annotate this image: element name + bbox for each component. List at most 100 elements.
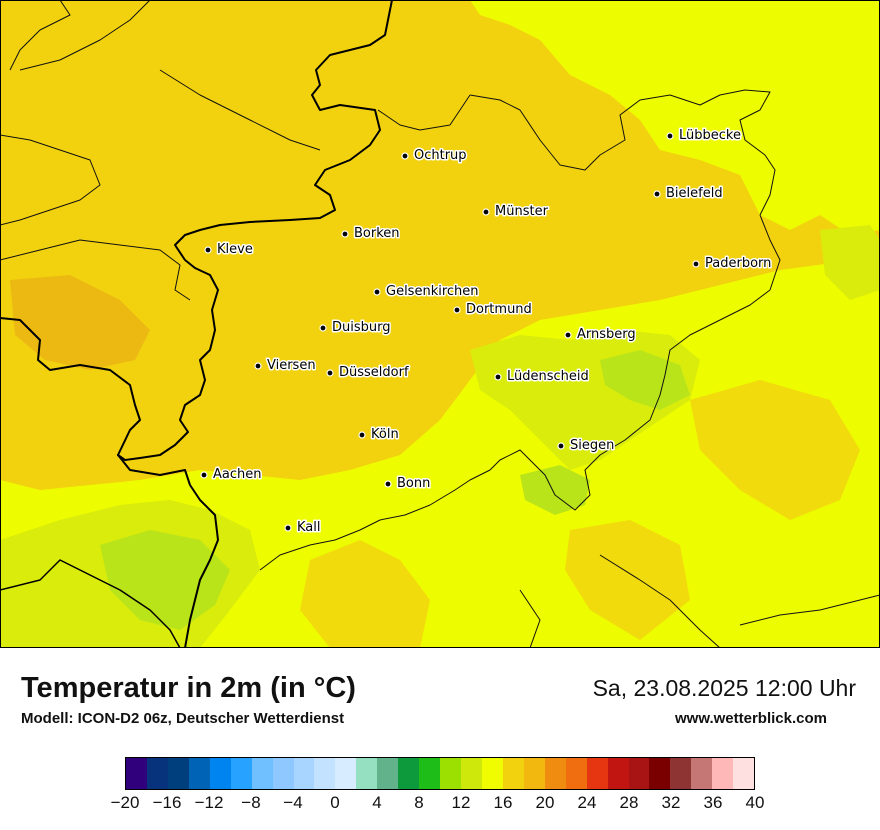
temperature-colorbar <box>125 757 755 790</box>
colorbar-tick-label: 24 <box>577 793 597 812</box>
city-muenster: Münster <box>482 203 550 221</box>
svg-text:Köln: Köln <box>371 427 399 442</box>
svg-text:Münster: Münster <box>495 204 549 219</box>
colorbar-tick-label: 16 <box>493 793 513 812</box>
colorbar-tick-label: 8 <box>414 793 424 812</box>
colorbar-segment <box>146 758 168 789</box>
colorbar-segment <box>167 758 189 789</box>
colorbar-segment <box>293 758 315 789</box>
colorbar-tick-label: −8 <box>241 793 261 812</box>
svg-text:Siegen: Siegen <box>570 438 614 453</box>
border-rp-districts <box>599 554 721 648</box>
temp-zone-southeast-warm <box>690 380 860 520</box>
temp-zone-siegen <box>520 465 590 515</box>
city-siegen: Siegen <box>557 437 616 455</box>
colorbar-tick-label: 28 <box>619 793 639 812</box>
city-gelsenkirchen: Gelsenkirchen <box>373 283 480 301</box>
colorbar-segment <box>691 758 713 789</box>
svg-text:Bielefeld: Bielefeld <box>666 186 723 201</box>
colorbar-segment <box>733 758 755 789</box>
city-bonn: Bonn <box>384 475 432 493</box>
colorbar-segment <box>230 758 252 789</box>
colorbar-segment <box>419 758 441 789</box>
colorbar-tick-label: −4 <box>283 793 303 812</box>
city-arnsberg: Arnsberg <box>564 326 637 344</box>
svg-text:Aachen: Aachen <box>213 467 261 482</box>
temp-zone-eifel-core <box>100 530 230 630</box>
city-duesseldorf: Düsseldorf <box>326 364 410 382</box>
svg-text:Paderborn: Paderborn <box>705 256 771 271</box>
colorbar-segment <box>502 758 524 789</box>
svg-text:Arnsberg: Arnsberg <box>577 327 636 342</box>
svg-text:Borken: Borken <box>354 226 400 241</box>
colorbar-segment <box>209 758 231 789</box>
city-duisburg: Duisburg <box>319 319 392 337</box>
svg-text:Kleve: Kleve <box>217 242 253 257</box>
city-ochtrup: Ochtrup <box>401 147 468 165</box>
city-luebbecke: Lübbecke <box>666 127 742 145</box>
colorbar-tick-label: 32 <box>661 793 681 812</box>
svg-text:Düsseldorf: Düsseldorf <box>339 365 409 380</box>
colorbar-segment <box>712 758 734 789</box>
colorbar-segment <box>544 758 566 789</box>
colorbar-tick-label: 36 <box>703 793 723 812</box>
colorbar-tick-label: −20 <box>110 793 140 812</box>
colorbar-tick-label: 20 <box>535 793 555 812</box>
colorbar-segment <box>398 758 420 789</box>
border-nl-provinces-1 <box>0 134 101 226</box>
border-nrw-north-segment <box>377 94 471 131</box>
colorbar-segment <box>356 758 378 789</box>
colorbar-segment <box>251 758 273 789</box>
border-nl-provinces-3 <box>159 69 321 151</box>
city-kall: Kall <box>284 519 322 537</box>
colorbar-segment <box>607 758 629 789</box>
colorbar-segment <box>670 758 692 789</box>
city-markers: Lübbecke Ochtrup Bielefeld Münster Borke… <box>200 127 773 537</box>
colorbar-tick-label: −16 <box>152 793 182 812</box>
city-bielefeld: Bielefeld <box>653 185 724 203</box>
colorbar-segment <box>377 758 399 789</box>
border-nrw-hessen <box>259 214 781 571</box>
website-url: www.wetterblick.com <box>675 710 827 727</box>
model-info: Modell: ICON-D2 06z, Deutscher Wetterdie… <box>21 710 345 727</box>
colorbar-segment <box>628 758 650 789</box>
border-nl-be <box>0 317 141 456</box>
colorbar-segment <box>335 758 357 789</box>
colorbar-segment <box>523 758 545 789</box>
temperature-map: Lübbecke Ochtrup Bielefeld Münster Borke… <box>0 0 880 648</box>
border-be-lu <box>0 559 181 648</box>
border-nl-provinces-5 <box>9 0 71 71</box>
colorbar-segment <box>272 758 294 789</box>
temp-zone-east <box>820 225 880 300</box>
city-kleve: Kleve <box>204 241 254 259</box>
temp-zone-south-warm-1 <box>300 540 430 648</box>
colorbar-segment <box>586 758 608 789</box>
valid-time: Sa, 23.08.2025 12:00 Uhr <box>592 675 856 701</box>
colorbar-segment <box>461 758 482 789</box>
colorbar-segment <box>440 758 461 789</box>
border-nl-provinces-2 <box>19 0 151 71</box>
svg-text:Bonn: Bonn <box>397 476 430 491</box>
svg-text:Kall: Kall <box>297 520 321 535</box>
svg-text:Duisburg: Duisburg <box>332 320 391 335</box>
colorbar-tick-label: 12 <box>451 793 471 812</box>
border-de-be <box>117 454 219 648</box>
colorbar-segment <box>481 758 503 789</box>
city-koeln: Köln <box>358 426 400 444</box>
svg-text:Dortmund: Dortmund <box>466 302 532 317</box>
city-viersen: Viersen <box>254 357 317 375</box>
svg-text:Viersen: Viersen <box>267 358 316 373</box>
city-paderborn: Paderborn <box>692 255 773 273</box>
border-nrw-ns-north <box>469 89 776 216</box>
colorbar-segment <box>649 758 671 789</box>
temp-zone-south-warm-2 <box>565 520 690 640</box>
map-footer: Temperatur in 2m (in °C) Modell: ICON-D2… <box>0 648 880 830</box>
city-aachen: Aachen <box>200 466 263 484</box>
colorbar-segment <box>126 758 147 789</box>
city-dortmund: Dortmund <box>453 301 533 319</box>
map-title: Temperatur in 2m (in °C) <box>21 672 356 704</box>
temp-zone-west-warm <box>10 275 150 370</box>
svg-text:Lübbecke: Lübbecke <box>679 128 741 143</box>
colorbar-ticks: −20 −16 −12 −8 −4 0 4 8 12 16 20 24 28 32 36 40 <box>0 793 880 815</box>
colorbar-segment <box>188 758 210 789</box>
